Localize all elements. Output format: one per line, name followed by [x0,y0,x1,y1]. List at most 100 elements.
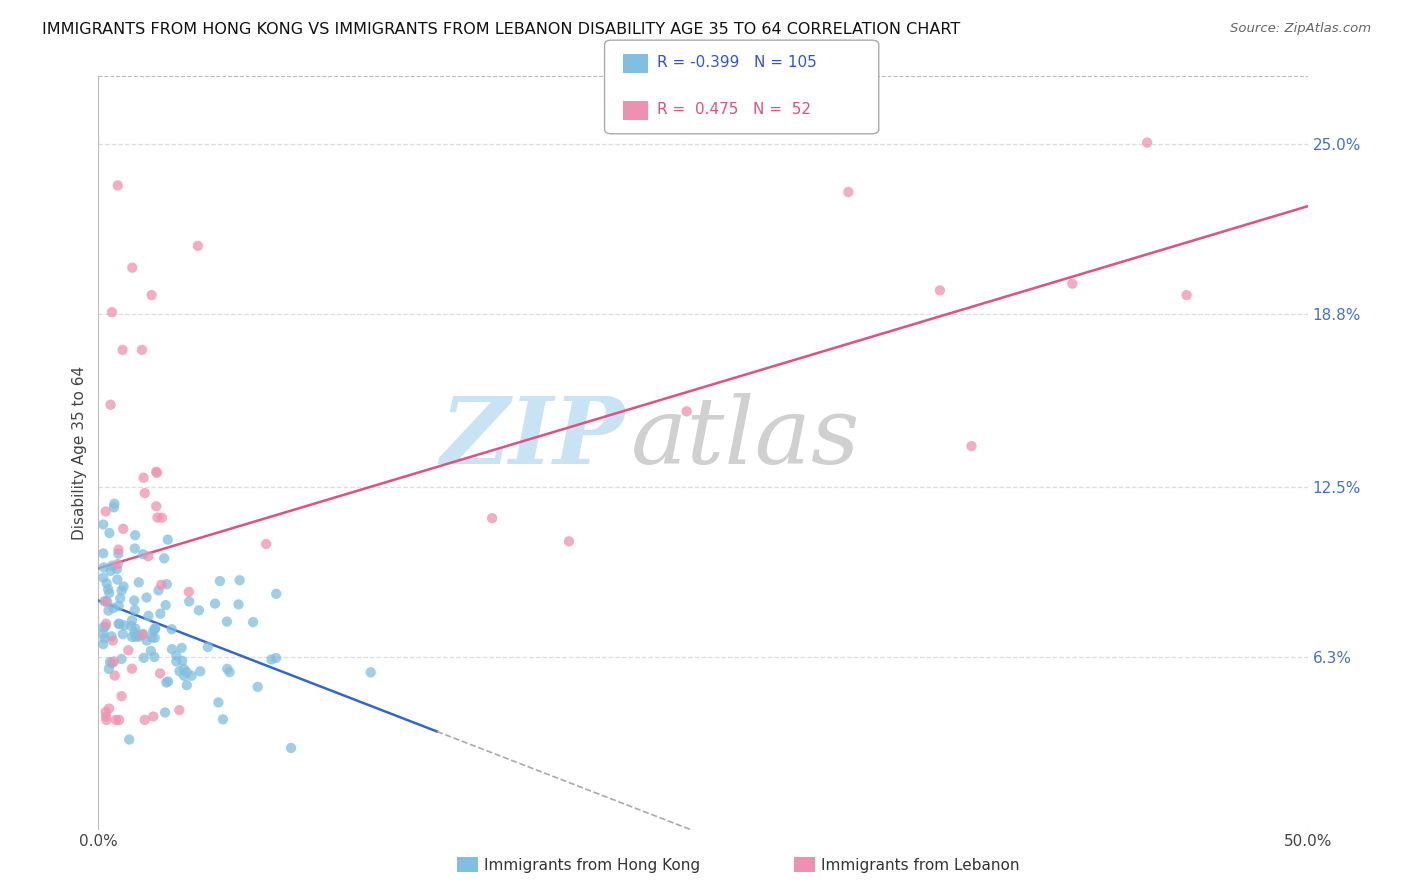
Point [138,608,160,623]
Point [837,185,859,199]
Point [187,603,209,617]
Point [139,644,162,658]
Point [156,577,179,591]
Point [98,586,121,600]
Point [110,652,132,666]
Point [112,618,135,632]
Point [111,583,134,598]
Point [108,617,131,632]
Point [187,239,209,253]
Point [132,547,155,561]
Point [98,701,121,715]
Point [150,510,173,524]
Point [173,669,195,683]
Point [94,504,117,518]
Point [360,665,382,680]
Point [180,669,202,683]
Point [94,619,117,633]
Point [91,627,114,641]
Point [103,497,125,511]
Point [146,510,169,524]
Point [169,703,191,717]
Point [169,664,191,678]
Point [121,662,143,676]
Point [246,680,269,694]
Point [197,640,219,654]
Point [98,526,121,541]
Point [111,627,134,641]
Point [172,654,194,668]
Point [155,675,177,690]
Point [204,597,226,611]
Point [101,633,124,648]
Point [960,439,983,453]
Point [124,528,146,542]
Point [141,288,163,302]
Point [215,615,238,629]
Point [165,648,187,663]
Point [94,594,117,608]
Text: ZIP: ZIP [440,392,624,483]
Point [142,624,165,639]
Point [122,593,145,607]
Point [155,598,177,612]
Text: Immigrants from Hong Kong: Immigrants from Hong Kong [484,858,700,872]
Point [143,631,166,645]
Point [260,652,283,666]
Point [121,630,143,644]
Point [124,625,146,640]
Point [135,633,157,648]
Point [150,578,173,592]
Point [107,178,129,193]
Point [157,674,180,689]
Point [121,260,143,275]
Text: R =  0.475   N =  52: R = 0.475 N = 52 [657,103,811,117]
Point [91,571,114,585]
Point [188,665,211,679]
Point [254,537,277,551]
Point [217,662,239,676]
Text: IMMIGRANTS FROM HONG KONG VS IMMIGRANTS FROM LEBANON DISABILITY AGE 35 TO 64 COR: IMMIGRANTS FROM HONG KONG VS IMMIGRANTS … [42,22,960,37]
Point [101,558,124,573]
Point [134,713,156,727]
Point [91,637,114,651]
Point [558,534,581,549]
Text: Immigrants from Lebanon: Immigrants from Lebanon [821,858,1019,872]
Point [218,665,240,680]
Point [228,598,250,612]
Point [134,486,156,500]
Point [1136,136,1159,150]
Point [280,741,302,756]
Point [145,465,167,479]
Point [177,585,200,599]
Point [100,564,122,578]
Point [135,591,157,605]
Point [136,549,159,564]
Point [110,689,132,703]
Point [112,522,135,536]
Point [124,603,146,617]
Point [108,713,131,727]
Point [132,627,155,641]
Point [96,595,118,609]
Point [156,533,179,547]
Point [107,542,129,557]
Point [264,651,287,665]
Point [100,629,122,643]
Point [153,551,176,566]
Point [125,630,148,644]
Point [94,616,117,631]
Point [111,343,134,357]
Point [481,511,503,525]
Point [212,712,235,726]
Point [143,621,166,635]
Point [127,628,149,642]
Point [118,732,141,747]
Point [149,607,172,621]
Point [96,713,118,727]
Point [98,655,121,669]
Point [91,546,114,560]
Point [228,573,250,587]
Point [91,620,114,634]
Point [121,613,143,627]
